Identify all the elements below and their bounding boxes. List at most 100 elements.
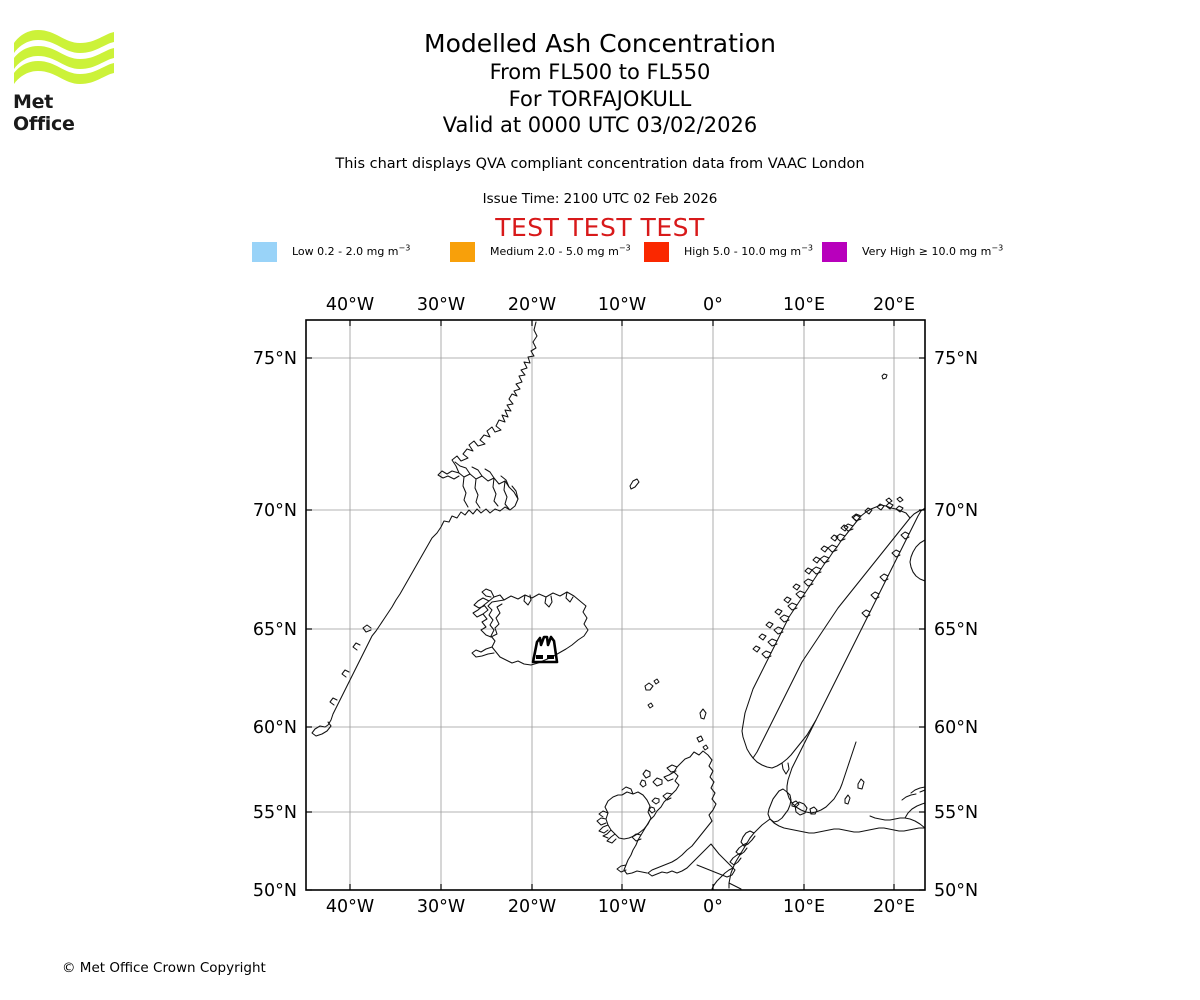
vesteralen <box>820 545 829 553</box>
lon-tick-bottom-0: 0° <box>703 897 723 917</box>
cornwall <box>616 864 627 873</box>
great-britain-east-coast <box>647 750 736 878</box>
greenland-island-1 <box>362 624 372 633</box>
estonia-coast-2 <box>910 786 925 794</box>
legend-swatch-low <box>252 241 277 262</box>
faroe-islands <box>644 682 654 691</box>
lon-tick-top--20: 20°W <box>508 295 556 315</box>
iceland-inlet-2 <box>544 595 553 608</box>
title-block: Modelled Ash Concentration From FL500 to… <box>120 28 1080 139</box>
norway-island-1 <box>752 645 761 653</box>
sweden-bay-2 <box>870 591 880 600</box>
compliance-note: This chart displays QVA compliant concen… <box>335 156 865 172</box>
greenland-fjord-8 <box>492 477 499 507</box>
saaremaa <box>901 793 917 801</box>
island-jan-mayen-north <box>881 373 888 380</box>
lon-tick-bottom--10: 10°W <box>598 897 646 917</box>
norway-fjord-12 <box>843 523 854 532</box>
outer-hebrides-north <box>642 769 651 779</box>
ireland-west-bay-2 <box>598 810 609 818</box>
lat-tick-left-65: 65°N <box>253 620 297 640</box>
issue-time: Issue Time: 2100 UTC 02 Feb 2026 <box>482 191 718 207</box>
volcano-marker-torfajokull <box>531 635 559 664</box>
lon-tick-top--30: 30°W <box>417 295 465 315</box>
ireland-north-coast <box>621 786 634 795</box>
coastlines <box>311 321 925 890</box>
lat-tick-right-60: 60°N <box>934 718 978 738</box>
sweden-bay-1 <box>861 609 871 618</box>
lon-tick-bottom-20: 20°E <box>873 897 915 917</box>
norway-island-6 <box>792 583 801 591</box>
legend-swatch-high <box>644 241 669 262</box>
netherlands-ijsselmeer <box>740 830 756 847</box>
legend-entry-low: Low 0.2 - 2.0 mg m−3 <box>252 241 410 262</box>
iceland-inlet-3 <box>565 591 574 603</box>
sweden-bay-3 <box>879 573 889 582</box>
plot-frame <box>305 319 926 891</box>
longitude-labels-bottom: 40°W 30°W 20°W 10°W 0° 10°E 20°E <box>326 897 915 917</box>
greenland-fjord-9 <box>474 478 481 509</box>
jan-mayen <box>629 478 640 490</box>
denmark-zealand <box>794 801 808 816</box>
varanger-islet <box>885 497 893 504</box>
legend-label-low: Low 0.2 - 2.0 mg m−3 <box>292 243 411 258</box>
ireland-west-bay-1 <box>596 817 607 826</box>
met-office-waves-logo <box>14 30 114 84</box>
lon-tick-bottom--20: 20°W <box>508 897 556 917</box>
norway-island-4 <box>774 608 783 616</box>
lon-tick-top-20: 20°E <box>873 295 915 315</box>
met-office-logo-text: Met Office <box>13 91 75 135</box>
norway-fjord-6 <box>795 590 806 599</box>
iceland-westfjord-arm-1 <box>473 597 490 609</box>
faroe-island-small <box>653 678 660 685</box>
gulf-of-bothnia-1 <box>891 549 901 558</box>
iceland-westfjords <box>480 594 505 638</box>
lat-tick-left-70: 70°N <box>253 501 297 521</box>
denmark-jutland <box>767 788 792 823</box>
lat-tick-right-50: 50°N <box>934 881 978 901</box>
iceland-westfjord-arm-3 <box>481 588 495 598</box>
gotland <box>857 778 865 790</box>
kola-islet <box>896 496 904 503</box>
oslofjord <box>781 762 790 775</box>
legend-swatch-medium <box>450 241 475 262</box>
shetland-islands <box>699 708 707 720</box>
norway-fjord-10 <box>827 544 838 553</box>
france-north-coast <box>711 867 734 890</box>
lat-tick-left-75: 75°N <box>253 349 297 369</box>
ireland-west-bay-3 <box>598 824 609 834</box>
lat-tick-right-55: 55°N <box>934 803 978 823</box>
greenland-fjord-10 <box>462 476 469 508</box>
ireland <box>604 791 652 840</box>
lat-tick-right-65: 65°N <box>934 620 978 640</box>
greenland-cape-farewell <box>311 721 332 737</box>
lat-tick-left-55: 55°N <box>253 803 297 823</box>
norway-fjord-13 <box>851 513 862 522</box>
norway-island-5 <box>783 596 792 604</box>
legend-entry-very-high: Very High ≥ 10.0 mg m−3 <box>822 241 1003 262</box>
norway-south-coast <box>752 719 817 769</box>
denmark-bornholm-area <box>809 806 818 815</box>
legend-entry-medium: Medium 2.0 - 5.0 mg m−3 <box>450 241 631 262</box>
greenland-fjord-5 <box>500 475 510 488</box>
greenland-fjord-2 <box>454 461 471 475</box>
norway-fjord-11 <box>835 533 846 542</box>
isle-of-skye <box>652 777 663 787</box>
greenland-fjord-1 <box>437 470 460 480</box>
greenland-fjord-4 <box>484 468 495 479</box>
volcano-name-line: For TORFAJOKULL <box>508 86 692 111</box>
netherlands-germany-coast <box>728 818 771 889</box>
isle-of-mull <box>651 797 660 805</box>
iceland-reykjanes <box>471 646 495 658</box>
lon-tick-top-10: 10°E <box>783 295 825 315</box>
sweden-baltic-coast <box>815 507 925 721</box>
lat-tick-left-60: 60°N <box>253 718 297 738</box>
lat-tick-left-50: 50°N <box>253 881 297 901</box>
germany-inland-border <box>728 882 742 890</box>
lon-tick-top--10: 10°W <box>598 295 646 315</box>
netherlands-zeeland <box>735 842 748 856</box>
lon-tick-bottom--30: 30°W <box>417 897 465 917</box>
axis-ticks <box>306 320 925 891</box>
met-office-logo: Met Office <box>12 26 120 135</box>
great-britain-west-coast <box>623 756 691 875</box>
